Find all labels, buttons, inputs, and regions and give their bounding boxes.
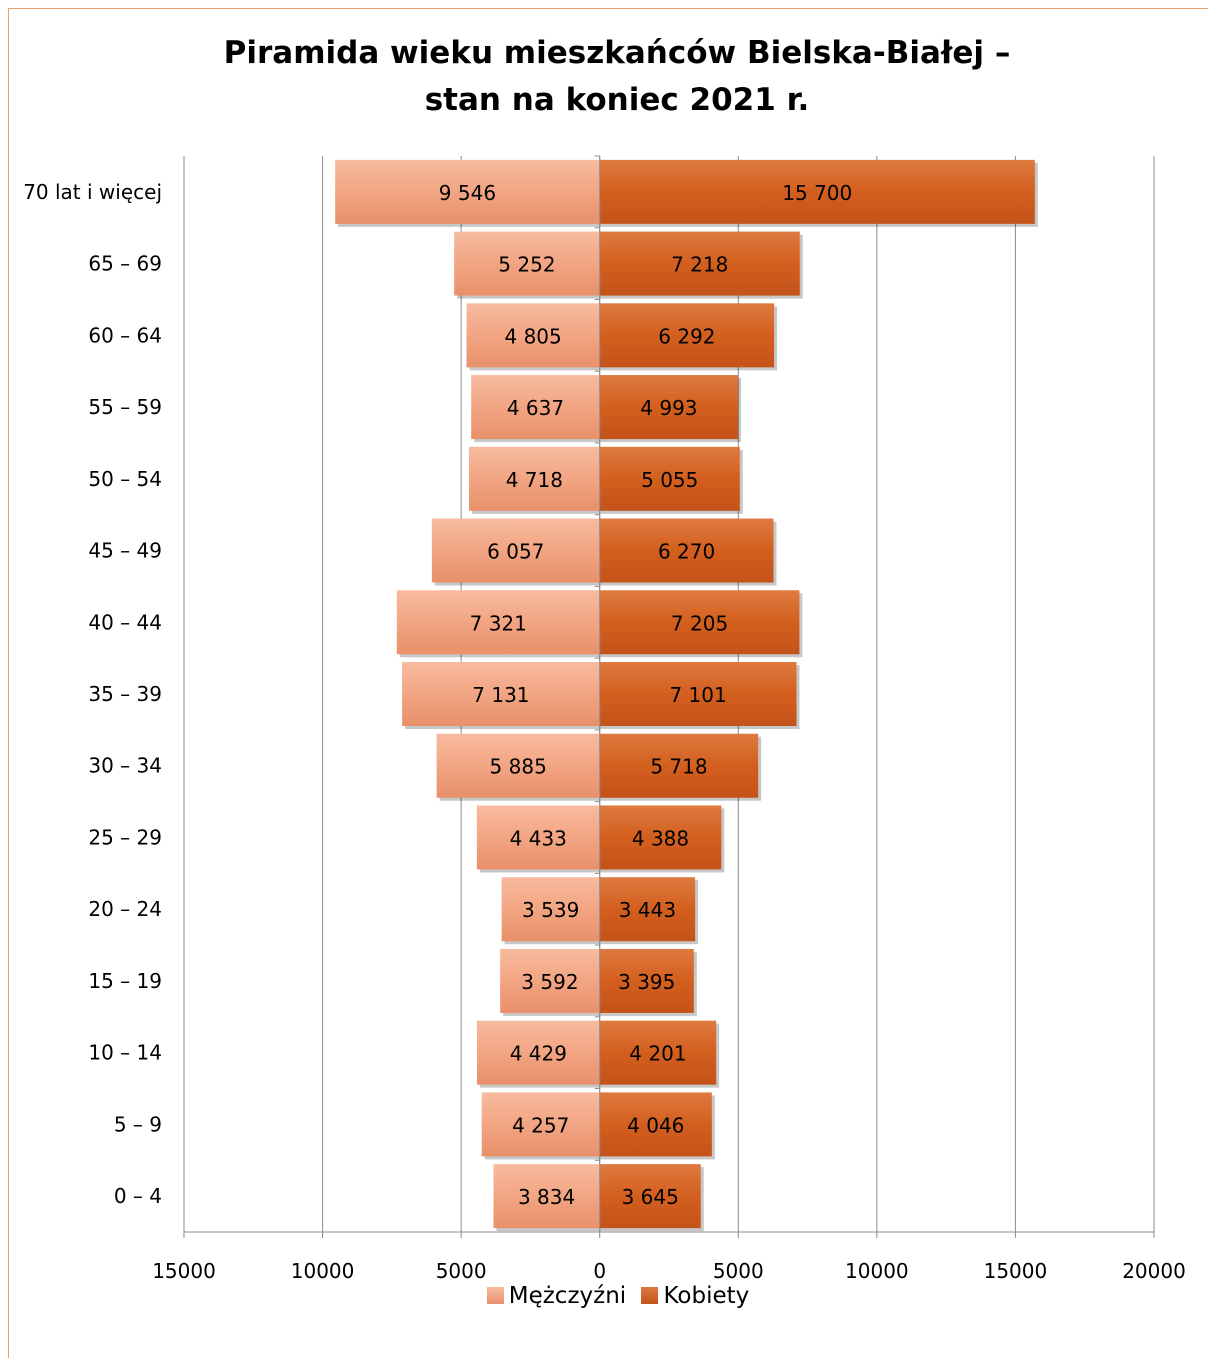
chart-title-line-2: stan na koniec 2021 r. bbox=[424, 82, 810, 118]
bar-male bbox=[481, 1092, 600, 1157]
x-tick-label: 0 bbox=[593, 1259, 606, 1283]
legend-item-male: Mężczyźni bbox=[486, 1282, 627, 1309]
data-label-male: 7 321 bbox=[470, 611, 527, 635]
bar-male bbox=[501, 877, 600, 942]
bar-female bbox=[599, 1092, 712, 1157]
data-label-male: 3 539 bbox=[522, 898, 579, 922]
bar-male bbox=[402, 662, 600, 726]
bar-female bbox=[599, 518, 774, 583]
data-label-male: 3 834 bbox=[518, 1185, 575, 1209]
bar-female bbox=[599, 159, 1035, 224]
category-label: 50 – 54 bbox=[88, 467, 162, 491]
x-tick-label: 5000 bbox=[436, 1259, 487, 1283]
data-label-male: 9 546 bbox=[439, 181, 496, 205]
bar-male bbox=[454, 231, 600, 296]
bar-female bbox=[599, 948, 694, 1013]
data-label-male: 4 433 bbox=[510, 826, 567, 850]
data-label-female: 4 046 bbox=[627, 1113, 684, 1137]
chart-title-line-1: Piramida wieku mieszkańców Bielska-Białe… bbox=[223, 35, 1011, 71]
category-label: 45 – 49 bbox=[88, 539, 162, 563]
data-label-female: 3 443 bbox=[619, 898, 676, 922]
data-label-male: 6 057 bbox=[487, 540, 544, 564]
bar-male bbox=[476, 1020, 600, 1085]
category-label: 70 lat i więcej bbox=[23, 180, 162, 204]
category-label: 10 – 14 bbox=[88, 1041, 162, 1065]
chart-title: Piramida wieku mieszkańców Bielska-Białe… bbox=[0, 30, 1208, 124]
bar-female bbox=[599, 805, 722, 870]
data-label-male: 4 429 bbox=[510, 1042, 567, 1066]
category-label: 35 – 39 bbox=[88, 682, 162, 706]
data-label-male: 5 252 bbox=[498, 253, 555, 277]
chart-legend: Mężczyźni Kobiety bbox=[0, 1282, 1208, 1309]
data-label-female: 7 101 bbox=[669, 683, 726, 707]
bar-male bbox=[468, 446, 600, 511]
legend-label-female: Kobiety bbox=[663, 1282, 750, 1309]
bar-female bbox=[599, 231, 800, 296]
legend-label-male: Mężczyźni bbox=[508, 1282, 627, 1309]
data-label-female: 4 993 bbox=[640, 396, 697, 420]
bar-female bbox=[599, 662, 797, 726]
category-label: 30 – 34 bbox=[88, 754, 162, 778]
data-label-male: 4 637 bbox=[507, 396, 564, 420]
data-label-male: 4 718 bbox=[506, 468, 563, 492]
category-label: 65 – 69 bbox=[88, 252, 162, 276]
x-tick-label: 10000 bbox=[291, 1259, 355, 1283]
category-label: 0 – 4 bbox=[114, 1184, 162, 1208]
data-label-female: 4 201 bbox=[629, 1042, 686, 1066]
data-label-male: 4 257 bbox=[512, 1113, 569, 1137]
x-tick-label: 20000 bbox=[1122, 1259, 1186, 1283]
legend-swatch-male bbox=[486, 1286, 504, 1304]
data-label-female: 7 205 bbox=[671, 611, 728, 635]
data-label-female: 4 388 bbox=[632, 826, 689, 850]
bar-female bbox=[599, 1164, 701, 1229]
category-label: 60 – 64 bbox=[88, 323, 162, 347]
bar-male bbox=[476, 805, 600, 870]
category-label: 25 – 29 bbox=[88, 825, 162, 849]
data-label-female: 5 055 bbox=[641, 468, 698, 492]
data-label-male: 7 131 bbox=[472, 683, 529, 707]
category-label: 20 – 24 bbox=[88, 897, 162, 921]
bar-male bbox=[436, 733, 600, 798]
data-label-female: 6 292 bbox=[658, 324, 715, 348]
data-label-female: 15 700 bbox=[782, 181, 852, 205]
data-label-female: 7 218 bbox=[671, 253, 728, 277]
category-label: 40 – 44 bbox=[88, 610, 162, 634]
bar-male bbox=[466, 303, 600, 368]
legend-item-female: Kobiety bbox=[641, 1283, 749, 1309]
legend-swatch-female bbox=[641, 1286, 659, 1304]
bar-female bbox=[599, 877, 696, 942]
x-tick-label: 15000 bbox=[152, 1259, 216, 1283]
data-label-female: 3 645 bbox=[622, 1185, 679, 1209]
x-tick-label: 10000 bbox=[845, 1259, 909, 1283]
bar-female bbox=[599, 375, 739, 440]
bar-male bbox=[493, 1164, 600, 1229]
bar-female bbox=[599, 1020, 717, 1085]
x-tick-label: 5000 bbox=[713, 1259, 764, 1283]
bar-female bbox=[599, 446, 740, 511]
x-tick-label: 15000 bbox=[984, 1259, 1048, 1283]
category-label: 55 – 59 bbox=[88, 395, 162, 419]
data-label-male: 3 592 bbox=[521, 970, 578, 994]
bar-male bbox=[431, 518, 600, 583]
bar-female bbox=[599, 303, 775, 368]
category-label: 15 – 19 bbox=[88, 969, 162, 993]
data-label-male: 4 805 bbox=[504, 324, 561, 348]
bar-male bbox=[335, 159, 600, 224]
data-label-female: 3 395 bbox=[618, 970, 675, 994]
data-label-female: 5 718 bbox=[650, 755, 707, 779]
bar-male bbox=[471, 375, 600, 440]
bar-male bbox=[396, 590, 600, 655]
bar-male bbox=[500, 948, 600, 1013]
data-label-female: 6 270 bbox=[658, 540, 715, 564]
bar-female bbox=[599, 733, 759, 798]
bar-female bbox=[599, 590, 800, 655]
category-label: 5 – 9 bbox=[114, 1112, 162, 1136]
data-label-male: 5 885 bbox=[490, 755, 547, 779]
